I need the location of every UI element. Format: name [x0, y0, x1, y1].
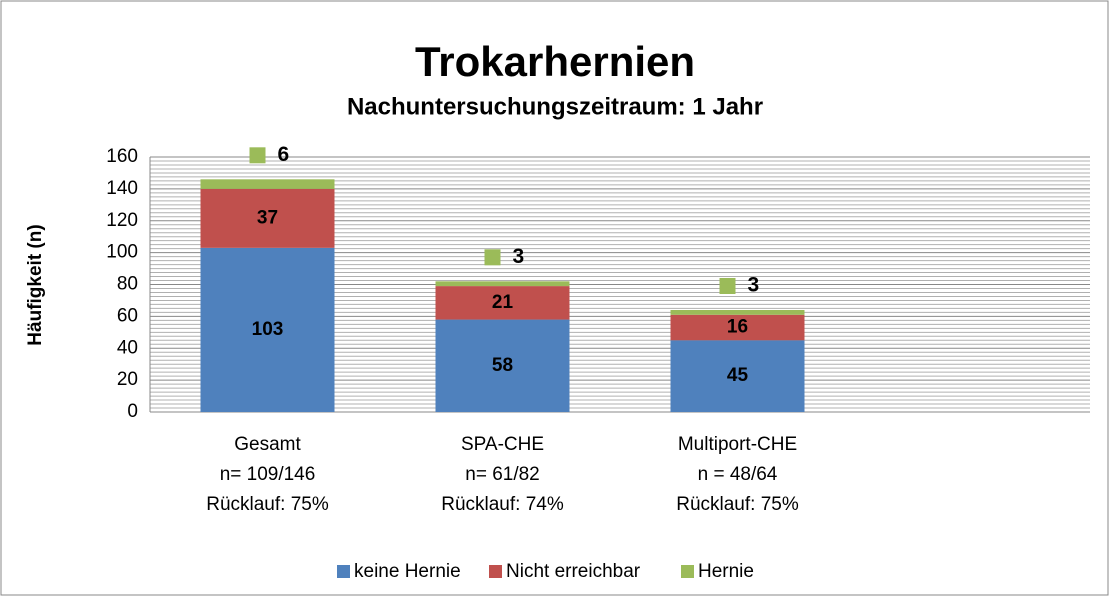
legend-key: [489, 565, 502, 578]
y-tick-label: 120: [106, 210, 138, 231]
data-label: 6: [278, 143, 290, 166]
data-label: 103: [252, 319, 284, 340]
legend-label: keine Hernie: [354, 561, 461, 582]
data-label: 45: [727, 365, 749, 386]
data-label: 37: [257, 207, 278, 228]
x-tick-label: Rücklauf: 74%: [441, 494, 564, 515]
bar-segment: [200, 179, 335, 189]
y-tick-label: 100: [106, 242, 138, 263]
x-tick-label: n= 109/146: [220, 464, 316, 485]
bar-segment: [670, 314, 805, 341]
legend-label: Hernie: [698, 561, 754, 582]
bar-segment: [435, 281, 570, 287]
bar-segment: [200, 188, 335, 248]
x-tick-label: SPA-CHE: [461, 434, 544, 455]
bar-segment: [670, 310, 805, 315]
legend-label: Nicht erreichbar: [506, 561, 641, 582]
y-tick-label: 140: [106, 178, 138, 199]
data-label-key: [249, 147, 266, 164]
data-label: 3: [748, 274, 760, 297]
legend-key: [337, 565, 350, 578]
chart-title: Trokarhernien: [415, 38, 695, 85]
y-tick-label: 40: [117, 337, 138, 358]
chart-subtitle: Nachuntersuchungszeitraum: 1 Jahr: [347, 93, 763, 120]
y-tick-label: 20: [117, 369, 138, 390]
bar-segment: [435, 286, 570, 320]
bar-segment: [670, 340, 805, 412]
y-tick-label: 60: [117, 305, 138, 326]
data-label-key: [719, 278, 736, 294]
data-label: 21: [492, 292, 514, 313]
bar-segment: [435, 319, 570, 412]
data-label: 3: [513, 245, 525, 268]
y-tick-label: 80: [117, 274, 138, 295]
data-label: 16: [727, 317, 748, 338]
y-axis-label: Häufigkeit (n): [25, 224, 46, 345]
y-tick-label: 0: [127, 401, 138, 422]
y-tick-label: 160: [106, 146, 138, 167]
data-label: 58: [492, 355, 513, 376]
bar-segment: [200, 247, 335, 412]
legend-key: [681, 565, 694, 578]
x-tick-label: Rücklauf: 75%: [206, 494, 329, 515]
x-tick-label: Gesamt: [234, 434, 301, 455]
x-tick-label: Multiport-CHE: [678, 434, 797, 455]
data-label-key: [484, 249, 501, 266]
x-tick-label: n = 48/64: [698, 464, 778, 485]
x-tick-label: n= 61/82: [465, 464, 540, 485]
x-tick-label: Rücklauf: 75%: [676, 494, 799, 515]
